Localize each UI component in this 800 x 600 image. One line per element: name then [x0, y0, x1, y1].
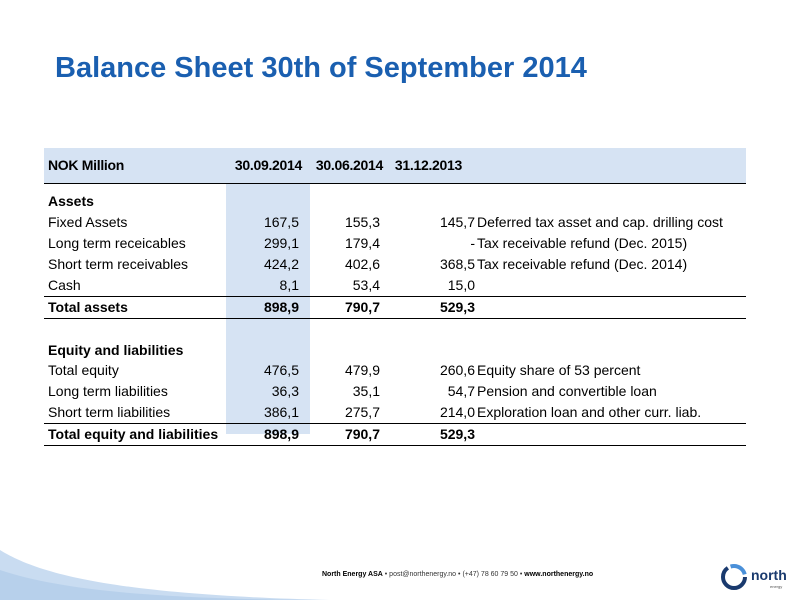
row-value-3: 368,5 — [439, 256, 475, 272]
header-label: NOK Million — [48, 157, 125, 173]
total-value-3: 529,3 — [439, 299, 475, 315]
row-label: Total equity — [48, 362, 119, 378]
row-value-2: 275,7 — [344, 404, 380, 420]
row-value-1: 476,5 — [263, 362, 299, 378]
row-value-1: 386,1 — [263, 404, 299, 420]
row-label: Short term receivables — [48, 256, 189, 272]
total-value-1: 898,9 — [263, 299, 299, 315]
row-value-3: 260,6 — [439, 362, 475, 378]
row-label: Fixed Assets — [48, 214, 128, 230]
row-value-3: 54,7 — [447, 383, 475, 399]
table-header-band — [44, 148, 746, 184]
row-value-2: 179,4 — [344, 235, 380, 251]
assets-heading-row: Assets — [44, 191, 746, 212]
header-col-3: 31.12.2013 — [394, 157, 462, 173]
total-label: Total assets — [48, 299, 128, 315]
row-note: Deferred tax asset and cap. drilling cos… — [477, 214, 723, 230]
table-row: Long term receicables 299,1 179,4 - Tax … — [44, 233, 746, 254]
footer-website: www.northenergy.no — [524, 571, 594, 578]
row-note: Pension and convertible loan — [477, 383, 657, 399]
north-energy-logo-icon — [721, 564, 747, 590]
footer-phone: (+47) 78 60 79 50 — [462, 571, 518, 578]
decorative-swoosh — [0, 550, 330, 600]
logo-name: north — [751, 567, 787, 583]
equity-heading: Equity and liabilities — [48, 342, 184, 358]
row-value-3: 15,0 — [447, 277, 475, 293]
row-value-1: 8,1 — [279, 277, 299, 293]
footer-company: North Energy ASA — [322, 571, 383, 578]
total-value-1: 898,9 — [263, 426, 299, 442]
row-value-1: 167,5 — [263, 214, 299, 230]
row-value-2: 155,3 — [344, 214, 380, 230]
page-title: Balance Sheet 30th of September 2014 — [55, 52, 587, 84]
table-header-row: NOK Million 30.09.2014 30.06.2014 31.12.… — [44, 155, 746, 176]
row-label: Long term receicables — [48, 235, 186, 251]
table-row: Cash 8,1 53,4 15,0 — [44, 275, 746, 296]
logo-sub: energy — [770, 584, 783, 589]
row-note: Tax receivable refund (Dec. 2014) — [477, 256, 688, 272]
assets-heading: Assets — [48, 193, 94, 209]
row-label: Cash — [48, 277, 81, 293]
row-value-3: - — [470, 235, 475, 251]
row-value-1: 424,2 — [263, 256, 299, 272]
row-value-2: 479,9 — [344, 362, 380, 378]
row-note: Tax receivable refund (Dec. 2015) — [477, 235, 688, 251]
row-value-1: 299,1 — [263, 235, 299, 251]
row-label: Short term liabilities — [48, 404, 171, 420]
row-value-1: 36,3 — [271, 383, 299, 399]
table-row: Total equity 476,5 479,9 260,6 Equity sh… — [44, 360, 746, 381]
table-row: Fixed Assets 167,5 155,3 145,7 Deferred … — [44, 212, 746, 233]
header-col-1: 30.09.2014 — [234, 157, 302, 173]
row-value-3: 214,0 — [439, 404, 475, 420]
table-row: Short term liabilities 386,1 275,7 214,0… — [44, 402, 746, 423]
equity-heading-row: Equity and liabilities — [44, 340, 746, 361]
row-value-2: 402,6 — [344, 256, 380, 272]
footer-separator: • — [519, 571, 523, 578]
total-value-2: 790,7 — [344, 299, 380, 315]
header-col-2: 30.06.2014 — [315, 157, 383, 173]
total-assets-row: Total assets 898,9 790,7 529,3 — [44, 296, 746, 319]
table-row: Long term liabilities 36,3 35,1 54,7 Pen… — [44, 381, 746, 402]
row-note: Exploration loan and other curr. liab. — [477, 404, 702, 420]
total-value-3: 529,3 — [439, 426, 475, 442]
footer-contact: North Energy ASA • post@northenergy.no •… — [322, 571, 593, 578]
row-note: Equity share of 53 percent — [477, 362, 641, 378]
row-value-2: 35,1 — [352, 383, 380, 399]
current-column-shading — [226, 184, 310, 434]
footer-email: post@northenergy.no — [389, 571, 457, 578]
total-value-2: 790,7 — [344, 426, 380, 442]
table-row: Short term receivables 424,2 402,6 368,5… — [44, 254, 746, 275]
row-value-2: 53,4 — [352, 277, 380, 293]
row-value-3: 145,7 — [439, 214, 475, 230]
footer-separator: • — [458, 571, 461, 578]
footer-separator: • — [384, 571, 388, 578]
total-label: Total equity and liabilities — [48, 426, 219, 442]
row-label: Long term liabilities — [48, 383, 168, 399]
total-equity-liabilities-row: Total equity and liabilities 898,9 790,7… — [44, 423, 746, 446]
